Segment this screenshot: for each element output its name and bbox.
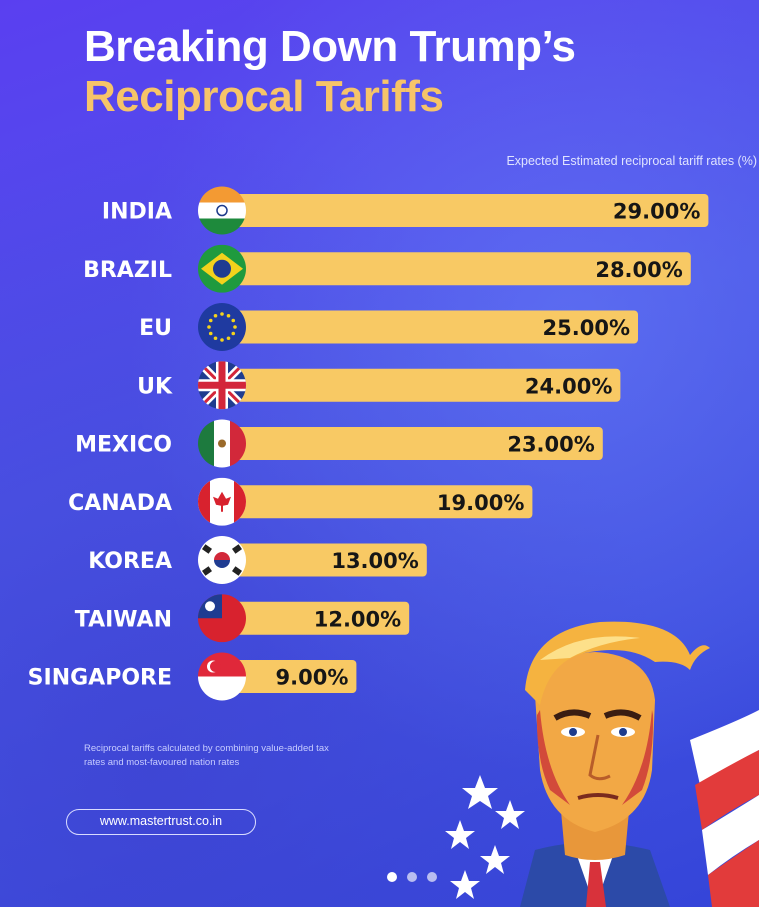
bar-singapore — [222, 660, 357, 693]
value-label: 25.00% — [543, 316, 630, 340]
canada-flag-icon — [198, 477, 246, 526]
trump-portrait-illustration — [445, 621, 759, 907]
bar-row-korea: KOREA 13.00% — [88, 536, 427, 584]
value-label: 28.00% — [595, 258, 682, 282]
singapore-flag-icon — [198, 652, 246, 701]
taiwan-flag-icon — [198, 594, 246, 643]
category-label: INDIA — [102, 200, 172, 225]
footnote: Reciprocal tariffs calculated by combini… — [84, 743, 329, 768]
value-label: 12.00% — [314, 607, 401, 631]
bar-row-india: INDIA 29.00% — [102, 186, 709, 235]
title-line-2: Reciprocal Tariffs — [84, 72, 444, 121]
bar-uk — [222, 368, 621, 402]
category-label: MEXICO — [75, 433, 172, 458]
page-dot-3[interactable] — [427, 872, 437, 882]
value-label: 29.00% — [613, 200, 700, 224]
website-link[interactable]: www.mastertrust.co.in — [66, 809, 256, 835]
bar-row-uk: UK 24.00% — [137, 361, 621, 410]
eu-flag-icon — [198, 303, 246, 351]
brazil-flag-icon — [198, 244, 246, 293]
chart-subtitle: Expected Estimated reciprocal tariff rat… — [506, 154, 757, 168]
bar-row-canada: CANADA 19.00% — [68, 477, 533, 526]
bar-row-brazil: BRAZIL 28.00% — [83, 244, 691, 293]
bar-row-taiwan: TAIWAN 12.00% — [75, 594, 410, 643]
bar-mexico — [222, 427, 603, 460]
value-label: 13.00% — [331, 549, 418, 573]
value-label: 9.00% — [276, 666, 349, 690]
bar-row-eu: EU 25.00% — [139, 303, 638, 351]
tariff-bar-chart: INDIA 29.00% BRAZIL 28.00% EU 25.00% UK 24.00% M… — [28, 186, 709, 701]
bar-taiwan — [222, 601, 410, 635]
category-label: UK — [137, 374, 173, 399]
value-label: 23.00% — [507, 433, 594, 457]
korea-flag-icon — [198, 536, 246, 584]
category-label: BRAZIL — [83, 258, 172, 283]
bar-canada — [222, 485, 533, 519]
category-label: CANADA — [68, 491, 172, 516]
title-line-1: Breaking Down Trump’s — [84, 22, 576, 71]
page-dot-1[interactable] — [387, 872, 397, 882]
page-dot-2[interactable] — [407, 872, 417, 882]
mexico-flag-icon — [198, 419, 246, 468]
uk-flag-icon — [198, 361, 246, 410]
value-label: 24.00% — [525, 374, 612, 398]
stars-graphic — [445, 775, 525, 899]
category-label: KOREA — [88, 549, 172, 574]
india-flag-icon — [198, 186, 246, 235]
us-flag-graphic — [690, 710, 759, 907]
category-label: EU — [139, 316, 172, 341]
bar-korea — [222, 543, 427, 577]
bar-row-singapore: SINGAPORE 9.00% — [28, 652, 357, 701]
bar-row-mexico: MEXICO 23.00% — [75, 419, 603, 468]
value-label: 19.00% — [437, 491, 524, 515]
bar-india — [222, 194, 709, 227]
bar-brazil — [222, 252, 691, 286]
bar-eu — [222, 310, 638, 344]
category-label: TAIWAN — [75, 607, 172, 632]
category-label: SINGAPORE — [28, 666, 172, 691]
